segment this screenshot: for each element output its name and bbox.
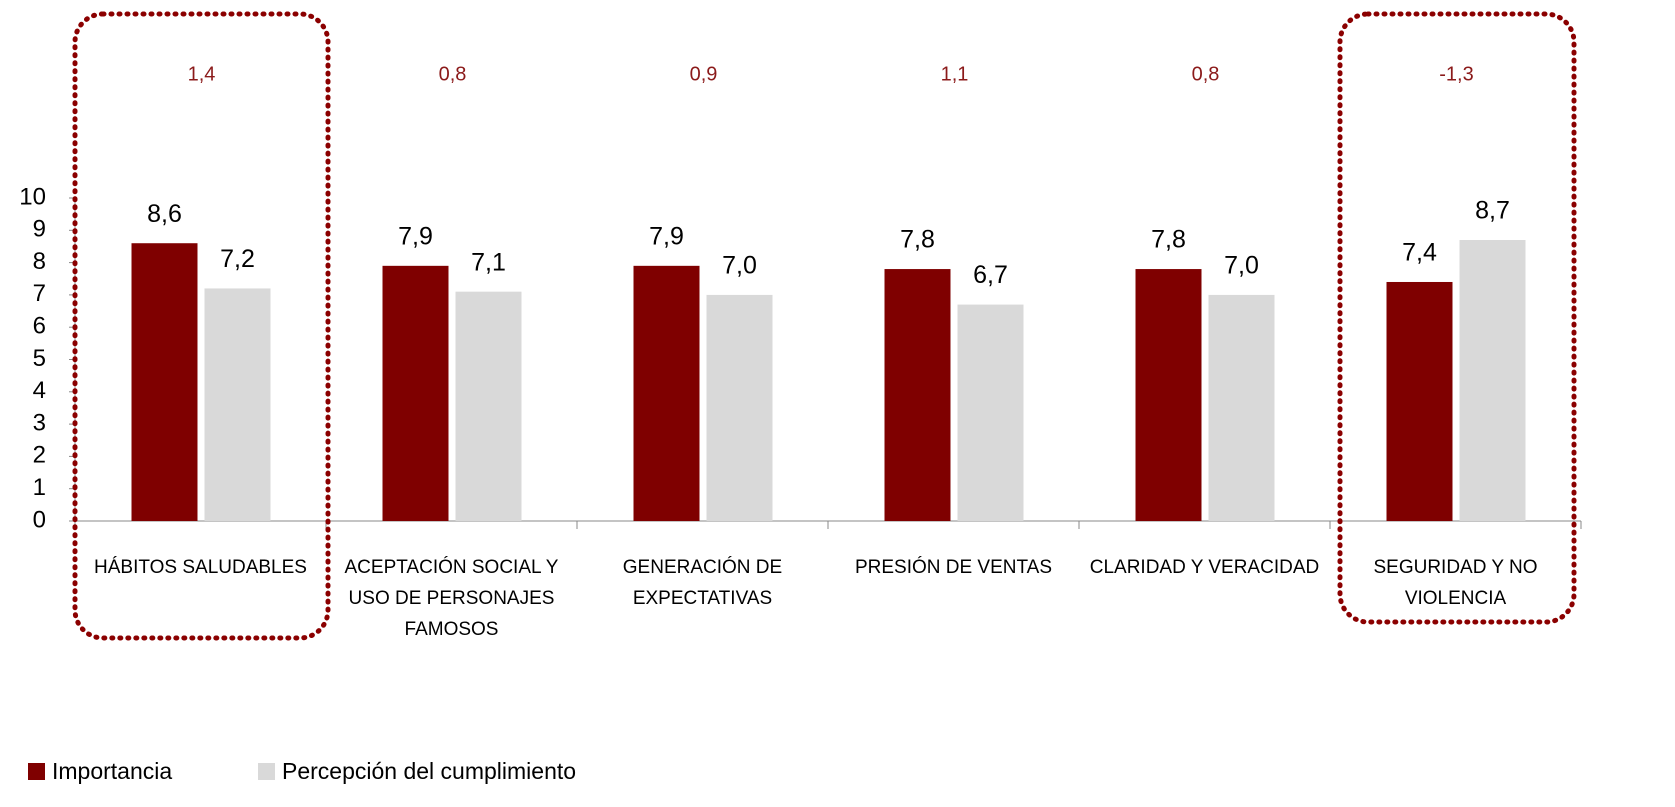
highlight-box (1337, 11, 1577, 625)
legend-label: Percepción del cumplimiento (282, 758, 576, 784)
gap-label: 1,4 (188, 63, 216, 85)
bar (455, 291, 522, 521)
bar (131, 243, 198, 521)
x-tick-label: PRESIÓN DE VENTAS (854, 557, 1053, 578)
bar (204, 288, 271, 521)
bar (706, 294, 773, 521)
gap-label: 0,8 (439, 63, 467, 85)
y-tick-label: 9 (33, 216, 46, 243)
bar (382, 265, 449, 521)
data-label: 7,9 (649, 222, 684, 250)
y-tick-label: 3 (33, 409, 46, 436)
y-tick-label: 7 (33, 280, 46, 307)
gap-label: 0,9 (690, 63, 718, 85)
data-label: 7,2 (220, 245, 255, 273)
gap-label: 1,1 (941, 63, 969, 85)
y-tick-label: 5 (33, 345, 46, 372)
legend-swatch (28, 763, 45, 780)
bar (633, 265, 700, 521)
bar (884, 269, 951, 521)
bar (1459, 239, 1526, 522)
data-label: 8,6 (147, 200, 182, 228)
data-label: 7,8 (1151, 226, 1186, 254)
data-label: 7,8 (900, 226, 935, 254)
legend-label: Importancia (52, 758, 172, 784)
data-label: 7,0 (1224, 252, 1259, 280)
x-tick-label: GENERACIÓN DE EXPECTATIVAS (622, 557, 783, 609)
gap-label: -1,3 (1439, 63, 1473, 85)
y-tick-label: 4 (33, 377, 46, 404)
data-label: 7,1 (471, 248, 506, 276)
x-tick-label: SEGURIDAD Y NO VIOLENCIA (1373, 557, 1538, 609)
x-tick-label: CLARIDAD Y VERACIDAD (1089, 557, 1320, 578)
legend-swatch (258, 763, 275, 780)
y-tick-label: 8 (33, 248, 46, 275)
highlight-box (72, 11, 331, 641)
data-label: 7,4 (1402, 239, 1437, 267)
x-tick-label: HÁBITOS SALUDABLES (94, 557, 307, 578)
data-label: 7,9 (398, 222, 433, 250)
y-tick-label: 1 (33, 474, 46, 501)
gap-label: 0,8 (1192, 63, 1220, 85)
y-tick-label: 0 (33, 506, 46, 533)
data-label: 8,7 (1475, 197, 1510, 225)
bar (1208, 294, 1275, 521)
x-tick-label: ACEPTACIÓN SOCIAL Y USO DE PERSONAJES FA… (344, 557, 559, 640)
data-label: 7,0 (722, 252, 757, 280)
y-tick-label: 10 (19, 183, 46, 210)
data-label: 6,7 (973, 261, 1008, 289)
y-tick-label: 6 (33, 313, 46, 340)
y-tick-label: 2 (33, 442, 46, 469)
bar (1386, 281, 1453, 521)
bar (1135, 269, 1202, 521)
bar (957, 304, 1024, 521)
